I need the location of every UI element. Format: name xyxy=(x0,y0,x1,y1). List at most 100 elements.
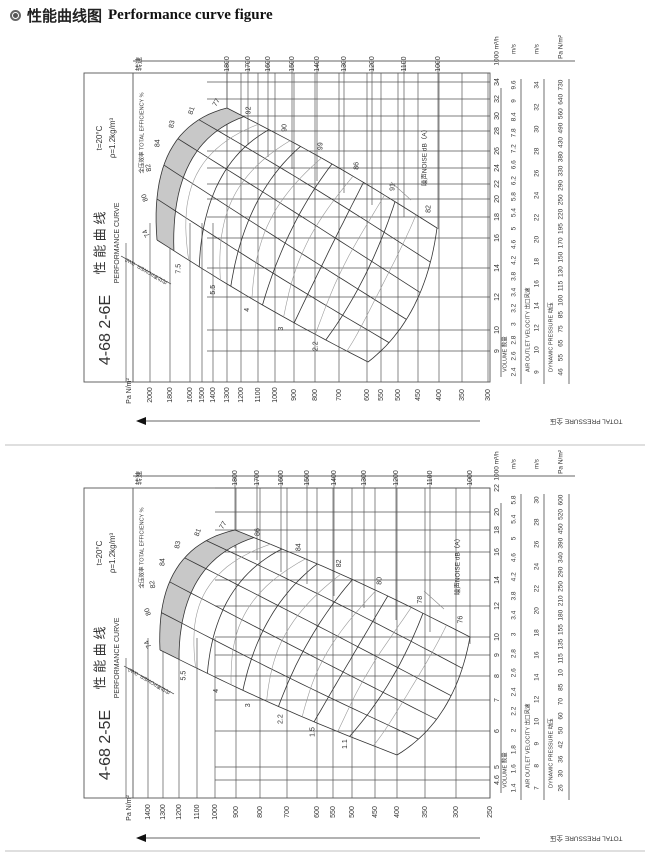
dynamic-pressure-tick-label: 560 xyxy=(558,108,565,119)
volume-tick-label: 16 xyxy=(494,548,501,556)
velocity-tick-label: 2.8 xyxy=(511,649,518,658)
outlet-velocity-tick-label: 28 xyxy=(534,147,541,155)
speed-tick-label: 1800 xyxy=(224,56,231,72)
pressure-unit-label: Pa N/m² xyxy=(126,794,133,820)
noise-curve xyxy=(230,558,306,685)
speed-label: 转速 xyxy=(134,57,143,71)
pressure-tick-label: 1500 xyxy=(199,387,206,403)
velocity-tick-label: 4.2 xyxy=(511,255,518,264)
efficiency-value-label: 74 xyxy=(143,639,153,649)
volume-label: VOLUME 数量 xyxy=(500,752,508,788)
efficiency-curve xyxy=(396,636,471,756)
velocity-unit-label: m/s xyxy=(512,44,518,54)
outlet-velocity-tick-label: 22 xyxy=(534,213,541,221)
noise-value-label: 76 xyxy=(457,616,464,624)
speed-tick-label: 1300 xyxy=(361,470,368,486)
outlet-velocity-tick-label: 16 xyxy=(534,280,541,288)
dynamic-pressure-tick-label: 210 xyxy=(558,595,565,606)
pressure-tick-label: 1400 xyxy=(210,387,217,403)
velocity-tick-label: 2.8 xyxy=(511,335,518,344)
noise-curve xyxy=(266,573,341,702)
speed-tick-label: 1100 xyxy=(427,470,434,485)
dynamic-pressure-tick-label: 340 xyxy=(558,552,565,563)
bullseye-icon xyxy=(10,9,21,21)
velocity-tick-label: 2.6 xyxy=(511,351,518,360)
power-value-label: 1.5 xyxy=(310,727,317,737)
volume-tick-label: 24 xyxy=(494,164,501,172)
noise-value-label: 82 xyxy=(425,205,432,213)
velocity-tick-label: 3.2 xyxy=(511,303,518,312)
noise-curve xyxy=(337,607,412,732)
volume-tick-label: 18 xyxy=(494,526,501,534)
efficiency-value-label: 83 xyxy=(174,540,182,549)
noise-curve xyxy=(283,176,354,318)
outlet-velocity-unit-label: m/s xyxy=(535,459,541,469)
pressure-tick-label: 800 xyxy=(257,806,264,818)
pressure-tick-label: 1000 xyxy=(212,804,219,820)
pressure-tick-label: 550 xyxy=(330,806,337,818)
velocity-tick-label: 5.4 xyxy=(511,208,518,217)
volume-tick-label: 22 xyxy=(494,484,501,492)
noise-curve xyxy=(219,140,291,280)
pressure-tick-label: 1100 xyxy=(255,387,262,402)
efficiency-axis-label: 全压效率 TOTAL EFFICIENCY % xyxy=(137,92,145,173)
outlet-velocity-tick-label: 9 xyxy=(534,742,541,746)
pressure-tick-label: 1000 xyxy=(272,387,279,403)
velocity-tick-label: 6.6 xyxy=(511,160,518,169)
outlet-velocity-tick-label: 34 xyxy=(534,81,541,89)
arrow-left-icon xyxy=(136,834,146,842)
velocity-tick-label: 5.8 xyxy=(511,495,518,504)
high-efficiency-zone xyxy=(156,108,244,251)
power-arrow-icon xyxy=(120,255,172,285)
velocity-tick-label: 6.2 xyxy=(511,176,518,185)
efficiency-value-label: 77 xyxy=(212,98,222,108)
volume-tick-label: 7 xyxy=(494,698,501,702)
noise-value-label: 86 xyxy=(353,162,360,170)
volume-tick-label: 4.6 xyxy=(494,775,501,785)
velocity-tick-label: 4.6 xyxy=(511,240,518,249)
speed-tick-label: 1700 xyxy=(254,470,261,486)
page-header: 性能曲线图 Performance curve figure xyxy=(10,4,273,26)
velocity-tick-label: 5.4 xyxy=(511,514,518,523)
pressure-tick-label: 500 xyxy=(395,389,402,401)
header-title-en: Performance curve figure xyxy=(108,6,273,23)
noise-curve xyxy=(185,123,259,261)
dynamic-pressure-tick-label: 380 xyxy=(558,151,565,162)
pressure-tick-label: 1400 xyxy=(145,804,152,820)
chart-title-en: PERFORMANCE CURVE xyxy=(114,617,121,698)
speed-tick-label: 1500 xyxy=(304,470,311,486)
velocity-tick-label: 8.4 xyxy=(511,112,518,121)
dynamic-pressure-tick-label: 290 xyxy=(558,566,565,577)
pressure-tick-label: 700 xyxy=(284,806,291,818)
efficiency-curve xyxy=(178,537,254,660)
efficiency-value-label: 81 xyxy=(194,528,203,538)
outlet-velocity-unit-label: m/s xyxy=(535,44,541,54)
volume-tick-label: 12 xyxy=(494,293,501,301)
power-value-label: 4 xyxy=(244,308,251,312)
velocity-tick-label: 4.2 xyxy=(511,572,518,581)
efficiency-value-label: 80 xyxy=(144,607,153,617)
pressure-tick-label: 900 xyxy=(233,806,240,818)
outlet-velocity-tick-label: 32 xyxy=(534,103,541,111)
speed-tick-label: 1200 xyxy=(369,56,376,72)
noise-curve xyxy=(251,157,322,299)
speed-tick-label: 1500 xyxy=(289,56,296,72)
dynamic-pressure-tick-label: 70 xyxy=(558,698,565,706)
volume-tick-label: 16 xyxy=(494,234,501,242)
dynamic-pressure-unit-label: Pa N/m² xyxy=(558,34,565,59)
dynamic-pressure-tick-label: 220 xyxy=(558,208,565,219)
pressure-tick-label: 300 xyxy=(485,389,492,401)
volume-tick-label: 14 xyxy=(494,264,501,272)
efficiency-curve xyxy=(159,529,236,651)
efficiency-value-label: 77 xyxy=(219,520,229,530)
dynamic-pressure-tick-label: 115 xyxy=(558,653,565,664)
volume-tick-label: 18 xyxy=(494,213,501,221)
dynamic-pressure-tick-label: 85 xyxy=(558,683,565,691)
power-value-label: 4 xyxy=(213,689,220,693)
dynamic-pressure-tick-label: 46 xyxy=(558,368,565,376)
dynamic-pressure-tick-label: 115 xyxy=(558,280,565,291)
outlet-velocity-tick-label: 20 xyxy=(534,607,541,615)
noise-value-label: 91 xyxy=(389,183,396,191)
dynamic-pressure-tick-label: 150 xyxy=(558,251,565,262)
